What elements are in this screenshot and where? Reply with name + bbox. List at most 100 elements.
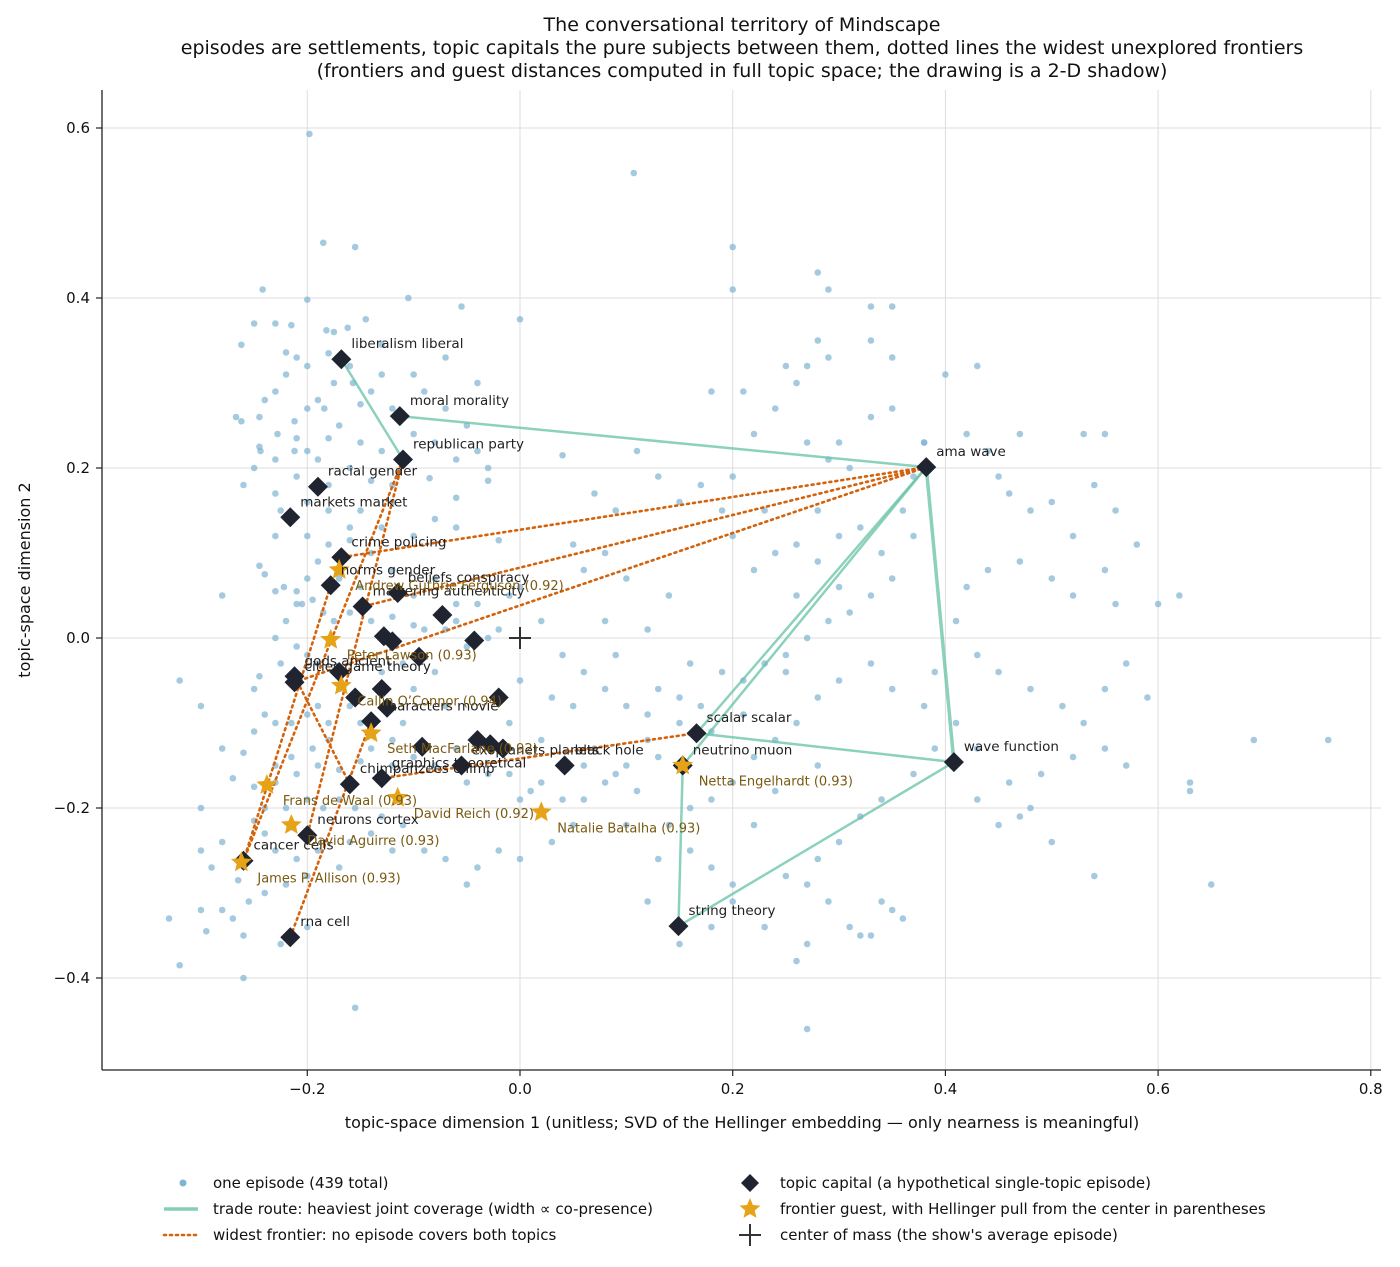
- episode-point: [974, 796, 981, 803]
- episode-point: [410, 753, 417, 761]
- episode-point: [306, 130, 313, 138]
- episode-point: [410, 621, 417, 629]
- episode-point: [484, 477, 492, 485]
- episode-point: [484, 770, 492, 778]
- episode-point: [782, 362, 790, 370]
- trade-routes: [340, 357, 956, 928]
- x-axis-label: topic-space dimension 1 (unitless; SVD o…: [345, 1113, 1139, 1132]
- episode-point: [974, 745, 981, 752]
- episode-point: [803, 362, 811, 370]
- episode-point: [240, 481, 247, 489]
- topic-capital-label: chimpanzees chimp: [360, 761, 495, 777]
- trade-route-line: [340, 357, 405, 461]
- topic-capital-label: characters movie: [381, 698, 498, 714]
- episode-point: [644, 898, 651, 905]
- episode-point: [293, 587, 300, 595]
- episode-point: [277, 940, 285, 948]
- episode-point: [346, 464, 354, 472]
- episode-point: [729, 898, 736, 905]
- episode-point: [335, 575, 343, 582]
- episode-point: [516, 677, 524, 684]
- episode-point: [272, 847, 279, 854]
- episode-point: [1016, 813, 1024, 820]
- episode-point: [623, 762, 630, 769]
- episode-point: [995, 821, 1002, 829]
- episode-point: [878, 898, 885, 905]
- legend-label: frontier guest, with Hellinger pull from…: [780, 1200, 1266, 1218]
- episode-point: [357, 507, 364, 514]
- episode-point: [304, 532, 311, 540]
- episode-point: [601, 779, 609, 786]
- episode-point: [232, 413, 240, 421]
- episode-point: [580, 566, 588, 574]
- frontier-guest-star: [230, 851, 252, 872]
- episode-point: [835, 838, 843, 846]
- topic-capital-marker: [297, 825, 318, 846]
- episode-point: [420, 847, 428, 854]
- episode-point: [1059, 702, 1066, 710]
- episode-point: [1090, 481, 1098, 489]
- episode-point: [601, 617, 609, 625]
- episode-point: [208, 864, 215, 871]
- center-of-mass: [509, 627, 531, 649]
- episode-point: [1112, 600, 1119, 608]
- episode-point: [314, 702, 322, 710]
- episode-point: [272, 320, 279, 327]
- episode-point: [1250, 736, 1258, 744]
- frontier-guest-star: [280, 814, 302, 834]
- episode-point: [323, 327, 330, 334]
- episode-point: [1048, 498, 1056, 506]
- episode-point: [814, 762, 822, 769]
- frontier-guest-label: David Aguirre (0.93): [307, 834, 439, 849]
- trade-route-line: [695, 731, 956, 764]
- episode-point: [984, 447, 992, 455]
- episode-point: [218, 906, 226, 914]
- episode-point: [288, 719, 295, 727]
- legend: one episode (439 total) trade route: heav…: [162, 1174, 1266, 1246]
- episode-point: [1133, 541, 1141, 548]
- episode-point: [272, 388, 279, 395]
- episode-point: [176, 961, 183, 969]
- episode-point: [367, 830, 375, 837]
- episode-point: [654, 855, 662, 863]
- trade-route-line: [924, 465, 956, 764]
- episode-point: [330, 328, 338, 336]
- episode-point: [261, 830, 269, 837]
- episode-point: [814, 558, 822, 565]
- episode-point: [920, 702, 928, 710]
- episode-point: [346, 838, 354, 846]
- episode-point: [506, 719, 513, 727]
- episode-point: [346, 362, 354, 370]
- episode-point: [293, 434, 300, 442]
- episode-point: [1037, 770, 1045, 778]
- episode-point: [654, 685, 662, 693]
- frontier-line: [242, 458, 405, 863]
- episode-point: [899, 507, 907, 514]
- episode-point: [878, 796, 885, 803]
- episode-point: [814, 855, 822, 863]
- episode-point: [708, 864, 715, 871]
- episode-point: [304, 296, 311, 304]
- episode-point: [261, 711, 269, 718]
- episode-point: [202, 927, 210, 935]
- episode-point: [708, 796, 715, 803]
- episode-point: [931, 745, 939, 752]
- episode-point: [591, 490, 598, 497]
- episode-point: [1186, 787, 1194, 795]
- topic-capital-marker: [382, 631, 403, 652]
- topic-capital-marker: [451, 755, 472, 776]
- episode-point: [410, 532, 417, 540]
- episode-point: [537, 736, 545, 744]
- episode-point: [298, 600, 306, 608]
- legend-item: frontier guest, with Hellinger pull from…: [739, 1198, 1266, 1218]
- topic-capital-label: gods ancient: [305, 653, 392, 669]
- episode-point: [309, 596, 316, 604]
- episode-point: [771, 405, 779, 412]
- topic-capital-label: republican party: [413, 437, 524, 453]
- legend-label: topic capital (a hypothetical single-top…: [780, 1174, 1151, 1192]
- frontier-line: [305, 458, 405, 837]
- episode-point: [463, 643, 471, 650]
- frontier-line: [293, 674, 352, 786]
- y-tick-label: 0.6: [66, 119, 90, 137]
